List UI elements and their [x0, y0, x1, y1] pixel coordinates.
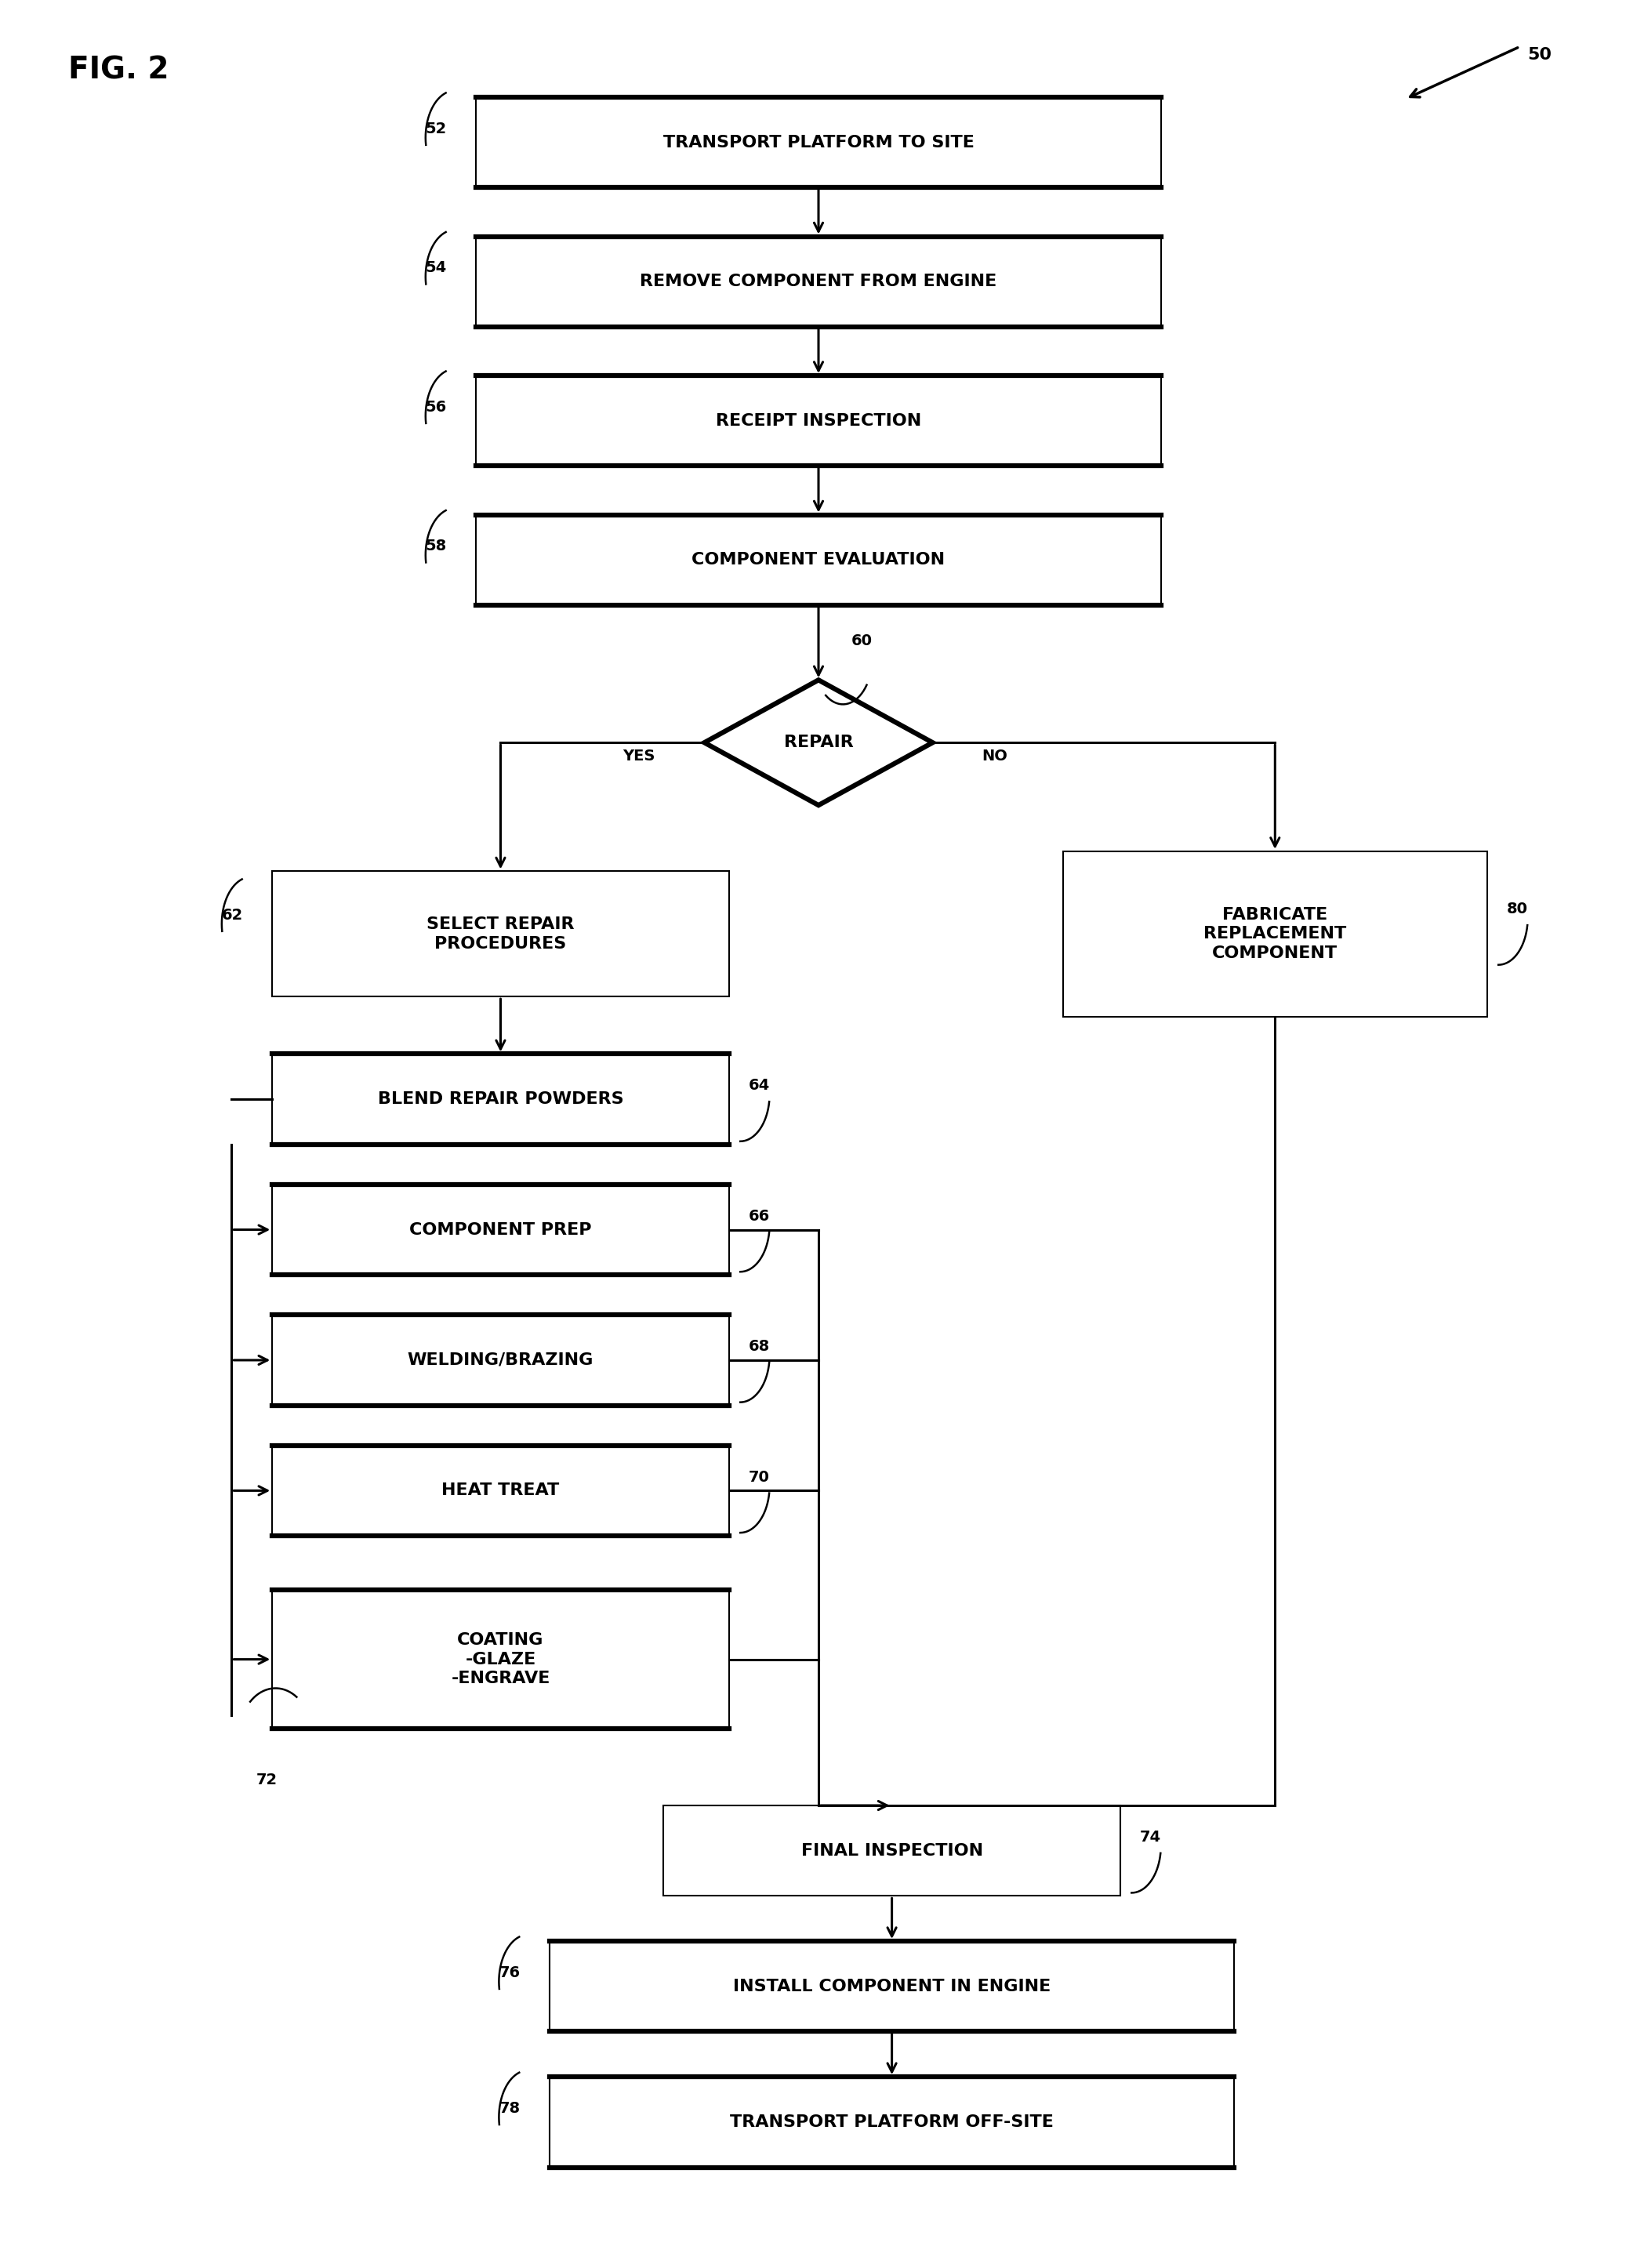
Text: BLEND REPAIR POWDERS: BLEND REPAIR POWDERS: [378, 1091, 624, 1107]
Bar: [272, 1590, 728, 1728]
Text: REPAIR: REPAIR: [784, 735, 853, 751]
Text: FIG. 2: FIG. 2: [69, 54, 169, 86]
Text: 72: 72: [255, 1771, 277, 1787]
Text: 70: 70: [748, 1470, 769, 1486]
Text: 78: 78: [499, 2100, 521, 2116]
Bar: [550, 2077, 1234, 2168]
Bar: [272, 1184, 728, 1275]
Text: FABRICATE
REPLACEMENT
COMPONENT: FABRICATE REPLACEMENT COMPONENT: [1203, 907, 1347, 962]
Text: TRANSPORT PLATFORM OFF-SITE: TRANSPORT PLATFORM OFF-SITE: [730, 2114, 1054, 2130]
Bar: [476, 98, 1161, 188]
Text: 62: 62: [221, 907, 242, 923]
Text: HEAT TREAT: HEAT TREAT: [442, 1483, 560, 1499]
Text: 50: 50: [1527, 48, 1552, 64]
Text: COMPONENT EVALUATION: COMPONENT EVALUATION: [692, 551, 945, 567]
Text: REMOVE COMPONENT FROM ENGINE: REMOVE COMPONENT FROM ENGINE: [640, 274, 997, 290]
Text: FINAL INSPECTION: FINAL INSPECTION: [800, 1844, 982, 1857]
Text: SELECT REPAIR
PROCEDURES: SELECT REPAIR PROCEDURES: [427, 916, 575, 953]
Text: COMPONENT PREP: COMPONENT PREP: [409, 1222, 591, 1238]
Text: 68: 68: [748, 1338, 769, 1354]
Text: COATING
-GLAZE
-ENGRAVE: COATING -GLAZE -ENGRAVE: [452, 1633, 550, 1687]
Bar: [663, 1805, 1120, 1896]
Text: RECEIPT INSPECTION: RECEIPT INSPECTION: [715, 413, 922, 429]
Text: 60: 60: [851, 633, 873, 649]
Text: 80: 80: [1506, 903, 1527, 916]
Text: NO: NO: [982, 748, 1007, 764]
Bar: [272, 1055, 728, 1145]
Bar: [476, 376, 1161, 465]
Text: 64: 64: [748, 1077, 769, 1093]
Text: 58: 58: [426, 540, 447, 553]
Bar: [272, 1445, 728, 1535]
Text: 66: 66: [748, 1209, 769, 1222]
Text: 76: 76: [499, 1966, 521, 1980]
Text: 56: 56: [426, 399, 447, 415]
Text: INSTALL COMPONENT IN ENGINE: INSTALL COMPONENT IN ENGINE: [733, 1978, 1051, 1994]
Text: 54: 54: [426, 261, 447, 274]
Text: 52: 52: [426, 122, 447, 136]
Bar: [476, 236, 1161, 327]
Text: 74: 74: [1139, 1830, 1161, 1844]
Text: TRANSPORT PLATFORM TO SITE: TRANSPORT PLATFORM TO SITE: [663, 134, 974, 150]
Text: YES: YES: [624, 748, 655, 764]
Bar: [476, 515, 1161, 606]
Bar: [272, 871, 728, 996]
Bar: [550, 1941, 1234, 2032]
Polygon shape: [704, 680, 933, 805]
Text: WELDING/BRAZING: WELDING/BRAZING: [408, 1352, 594, 1368]
Bar: [1062, 850, 1486, 1016]
Bar: [272, 1315, 728, 1406]
